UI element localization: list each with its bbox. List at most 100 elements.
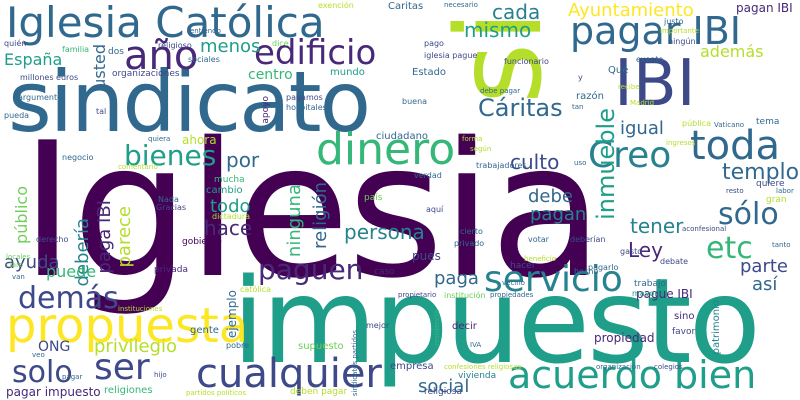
word-solo: solo <box>12 355 73 390</box>
word-ong: ONG <box>38 339 71 355</box>
word-segun: según <box>470 145 492 153</box>
word-verdad: verdad <box>414 171 442 180</box>
word-ningun: ningún <box>668 37 696 46</box>
word-iglesia: Iglesia <box>20 102 604 319</box>
word-ser: ser <box>94 347 150 388</box>
word-y: y <box>578 73 583 82</box>
word-mucha: mucha <box>214 175 245 185</box>
word-debe-pagar: debe pagar <box>480 87 521 95</box>
word-aconfesional: aconfesional <box>682 225 727 233</box>
word-iglesia-pague: iglesia pague <box>424 51 478 60</box>
word-dice: dice <box>272 39 289 48</box>
word-organizaciones: organizaciones <box>112 69 180 79</box>
word-debe: debe <box>528 186 573 207</box>
word-pagarlo: pagarlo <box>588 263 619 272</box>
word-catolica: católica <box>240 285 272 294</box>
word-van: van <box>12 273 25 281</box>
word-parece: parece <box>114 206 135 268</box>
word-negocio: negocio <box>62 153 94 162</box>
word-debate: debate <box>660 257 689 266</box>
word-tan: tan <box>572 103 584 111</box>
word-menos: menos <box>200 36 261 57</box>
word-privado: privado <box>454 239 485 248</box>
word-privada: privada <box>154 265 188 275</box>
word-favor: favor <box>672 327 696 337</box>
word-culto: culto <box>510 150 560 174</box>
word-deben-pagar: deben pagar <box>290 387 348 397</box>
word-religion: religión <box>310 182 331 249</box>
word-que: Qué <box>608 65 629 76</box>
word-templo: templo <box>722 160 800 185</box>
word-ley: Ley <box>628 238 663 262</box>
word-iglesia-catolica: Iglesia Católica <box>6 0 325 47</box>
word-creo: Creo <box>588 135 672 176</box>
word-exencion: exención <box>318 1 354 10</box>
word-votar: votar <box>528 235 549 244</box>
word-ademas: además <box>700 42 764 61</box>
word-pobre: pobre <box>226 341 250 350</box>
word-ahora: ahora <box>182 133 217 147</box>
word-cualquier: cualquier <box>196 351 382 397</box>
word-toda: toda <box>690 123 781 169</box>
word-quiera: quiera <box>148 135 171 143</box>
word-residencia: residencia <box>433 310 441 346</box>
word-funcionario: funcionario <box>504 57 549 66</box>
word-organizacion: organización <box>596 363 641 371</box>
word-gasto: gasto <box>620 247 643 256</box>
word-puede: puede <box>46 262 97 281</box>
word-confesiones-religiosas: confesiones religiosas <box>444 363 522 371</box>
word-ibi-big: IBI <box>614 47 696 121</box>
word-propiedades: propiedades <box>490 291 534 299</box>
word-entiendo: entiendo <box>190 27 221 35</box>
word-colegios: colegios <box>654 363 683 371</box>
word-buena: buena <box>402 97 428 106</box>
word-locales: locales <box>6 253 31 261</box>
word-empresa: empresa <box>390 361 434 372</box>
word-acuerdo-bien: acuerdo bien <box>508 353 757 397</box>
word-etc: etc <box>706 231 753 266</box>
word-vecino: vecino <box>502 279 525 287</box>
word-publica: pública <box>682 119 711 128</box>
word-caso: caso <box>374 267 395 277</box>
word-ayuntamiento: Ayuntamiento <box>568 0 694 21</box>
word-religiosa: religiosa <box>424 387 462 397</box>
word-dinero: dinero <box>316 124 456 175</box>
word-trabajadores: trabajadores <box>476 161 527 170</box>
word-sociales: sociales <box>188 55 220 64</box>
word-caritas: Cáritas <box>478 94 563 122</box>
word-propuesta: propuesta <box>6 298 249 354</box>
word-propietario: propietario <box>398 291 437 299</box>
word-solo-acc: sólo <box>718 197 779 232</box>
word-pagamos: pagamos <box>286 93 323 102</box>
word-dos: dos <box>108 47 124 57</box>
word-nada: Nada <box>158 195 179 204</box>
word-instituciones: instituciones <box>118 305 163 313</box>
word-edificio: edificio <box>254 33 377 73</box>
word-privilegio: privilegio <box>94 336 177 357</box>
word-importante: importante <box>660 27 699 35</box>
word-mejor: mejor <box>366 321 390 330</box>
word-paga-ibi: paga IBI <box>94 200 115 274</box>
word-forma: forma <box>462 135 483 143</box>
word-vivienda: vivienda <box>458 371 497 381</box>
word-partidos-politicos: partidos políticos <box>186 389 246 397</box>
word-pague-ibi: pague IBI <box>636 287 693 301</box>
word-patrimonio: patrimonio <box>711 300 722 355</box>
word-persona: persona <box>344 220 425 244</box>
word-pueda: pueda <box>4 111 30 120</box>
word-tema: tema <box>756 117 780 127</box>
word-deberian: deberían <box>570 235 606 244</box>
word-religiones: religiones <box>104 385 153 396</box>
word-caritas-small: Caritas <box>388 1 424 12</box>
word-ninguna: ninguna <box>284 184 305 258</box>
word-millones-euros: millones euros <box>20 73 79 82</box>
word-argumento: argumento <box>18 93 63 102</box>
word-tener: tener <box>630 214 684 238</box>
word-sindicatos-partidos: sindicatos partidos <box>351 330 359 397</box>
word-hospitales: hospitales <box>286 103 327 112</box>
word-hace: hace <box>204 216 253 240</box>
word-pagan-ibi: pagan IBI <box>736 1 793 15</box>
word-aqui: aquí <box>426 205 444 214</box>
word-pagar-impuesto: pagar impuesto <box>6 385 101 399</box>
word-mundo: mundo <box>330 67 365 78</box>
